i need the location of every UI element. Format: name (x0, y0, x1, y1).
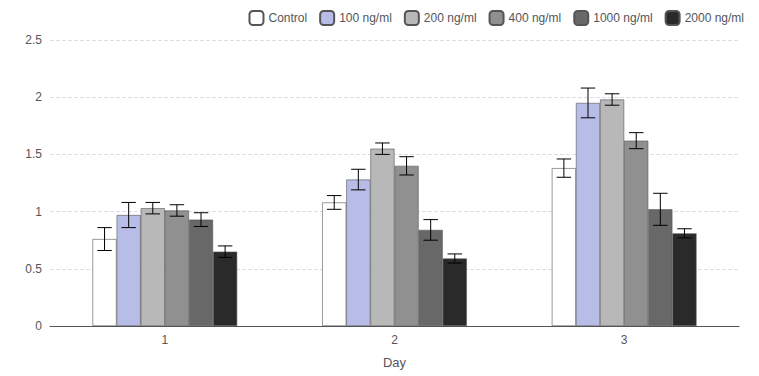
svg-text:Control: Control (268, 11, 307, 25)
svg-text:1: 1 (161, 333, 168, 347)
svg-text:0: 0 (35, 319, 42, 333)
svg-text:2: 2 (35, 90, 42, 104)
svg-text:2: 2 (391, 333, 398, 347)
svg-text:1.5: 1.5 (25, 147, 42, 161)
svg-text:3: 3 (621, 333, 628, 347)
svg-text:2000 ng/ml: 2000 ng/ml (685, 11, 744, 25)
svg-text:Day: Day (383, 355, 407, 370)
svg-text:400 ng/ml: 400 ng/ml (509, 11, 562, 25)
svg-text:200 ng/ml: 200 ng/ml (424, 11, 477, 25)
svg-text:1: 1 (35, 205, 42, 219)
svg-text:1000 ng/ml: 1000 ng/ml (593, 11, 652, 25)
svg-text:0.5: 0.5 (25, 262, 42, 276)
svg-text:100 ng/ml: 100 ng/ml (339, 11, 392, 25)
svg-text:2.5: 2.5 (25, 33, 42, 47)
